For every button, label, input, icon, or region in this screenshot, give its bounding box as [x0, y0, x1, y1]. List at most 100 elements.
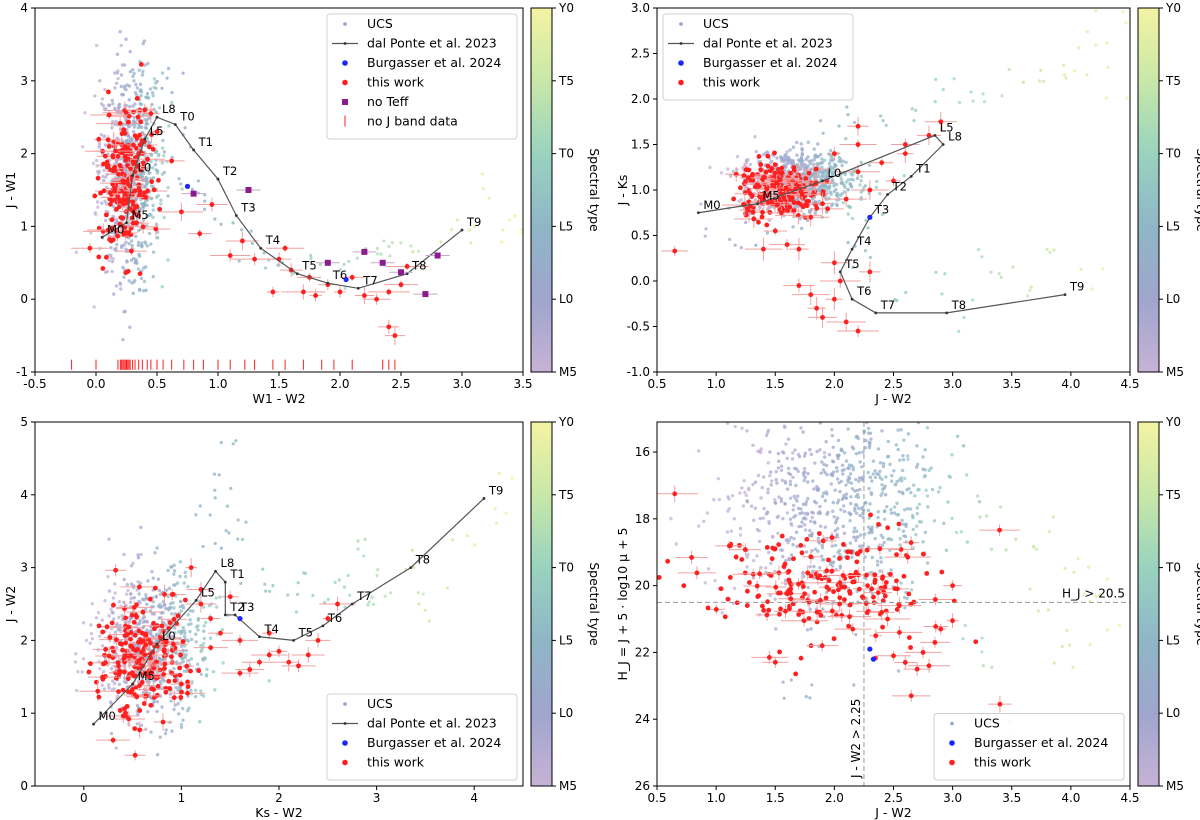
this-work-point — [824, 584, 830, 590]
ucs-point — [789, 521, 793, 526]
ucs-point — [250, 241, 254, 246]
ucs-point — [167, 124, 171, 128]
this-work-point — [140, 224, 146, 230]
ucs-point — [166, 66, 171, 71]
sequence-label: T3 — [874, 202, 889, 216]
this-work-point — [902, 142, 908, 147]
ucs-point — [183, 631, 187, 635]
ucs-point — [961, 444, 966, 448]
colorbar-tick-label: L5 — [1166, 219, 1180, 233]
ucs-point — [774, 470, 778, 474]
this-work-point — [892, 586, 898, 592]
this-work-point — [881, 589, 887, 595]
ucs-point — [163, 731, 168, 736]
ucs-point — [892, 505, 897, 509]
ucs-point — [824, 440, 828, 444]
ucs-point — [1076, 46, 1081, 50]
ucs-point — [191, 609, 195, 613]
ucs-point — [80, 670, 84, 674]
ucs-point — [179, 609, 183, 613]
ucs-point — [172, 626, 177, 630]
this-work-point — [362, 293, 367, 298]
this-work-point — [665, 558, 671, 564]
ucs-point — [194, 513, 198, 517]
this-work-point — [140, 160, 146, 166]
ucs-point — [143, 117, 147, 122]
ucs-point — [154, 195, 159, 199]
ucs-point — [465, 534, 470, 538]
ucs-point — [731, 169, 736, 174]
ucs-point — [134, 257, 138, 262]
ucs-point — [788, 482, 793, 487]
ucs-point — [962, 315, 966, 320]
ucs-point — [818, 152, 823, 157]
y-tick-label: 0.5 — [631, 229, 650, 243]
ucs-point — [201, 605, 206, 609]
ucs-point — [101, 174, 105, 179]
ucs-point — [93, 210, 97, 215]
ucs-point — [208, 513, 212, 517]
this-work-point — [121, 195, 127, 201]
ucs-point — [773, 498, 777, 502]
sequence-node — [258, 635, 261, 639]
ucs-point — [811, 162, 816, 166]
ucs-point — [132, 71, 136, 76]
ucs-point — [769, 561, 773, 566]
ucs-point — [74, 250, 79, 255]
ucs-point — [853, 508, 857, 513]
ucs-point — [803, 523, 807, 527]
colorbar-label: Spectral type — [587, 562, 602, 646]
ucs-point — [938, 485, 942, 490]
this-work-point — [107, 635, 113, 640]
ucs-point — [834, 187, 838, 192]
sequence-label: M5 — [763, 189, 780, 203]
ucs-point — [839, 508, 843, 512]
legend-label: UCS — [703, 16, 729, 31]
no-teff-point — [324, 259, 331, 266]
legend-label: Burgasser et al. 2024 — [367, 735, 501, 750]
ucs-point — [1004, 548, 1008, 552]
ucs-point — [863, 249, 868, 253]
this-work-point — [902, 151, 908, 157]
ucs-point — [831, 416, 834, 419]
ucs-point — [347, 259, 351, 264]
this-work-point — [126, 716, 132, 722]
this-work-point — [837, 555, 842, 561]
ucs-point — [773, 501, 778, 505]
sequence-node — [233, 613, 237, 617]
ucs-point — [113, 86, 117, 90]
ucs-point — [97, 169, 102, 174]
this-work-point — [823, 595, 829, 601]
ucs-point — [81, 657, 86, 661]
this-work-point — [151, 665, 157, 671]
ucs-point — [1051, 515, 1056, 519]
ucs-point — [720, 611, 724, 615]
this-work-point — [905, 554, 911, 560]
this-work-point — [123, 270, 129, 276]
ucs-point — [129, 596, 133, 601]
this-work-point — [855, 142, 861, 147]
this-work-point — [128, 690, 134, 696]
this-work-point — [840, 573, 846, 578]
sequence-node — [460, 228, 464, 232]
ucs-point — [917, 487, 921, 492]
ucs-point — [98, 79, 102, 83]
this-work-point — [816, 531, 822, 536]
this-work-point — [894, 552, 899, 558]
this-work-point — [800, 584, 806, 589]
ucs-point — [375, 574, 379, 578]
ucs-point — [808, 210, 812, 214]
ucs-point — [125, 249, 129, 254]
this-work-point — [179, 209, 184, 215]
this-work-point — [169, 654, 174, 660]
ucs-point — [780, 478, 785, 483]
this-work-point — [177, 665, 183, 671]
ucs-point — [156, 577, 161, 581]
this-work-point — [788, 170, 793, 176]
this-work-point — [109, 217, 115, 223]
colorbar-bar — [530, 421, 553, 787]
ucs-point — [803, 470, 807, 474]
ucs-point — [127, 84, 132, 88]
this-work-point — [818, 598, 823, 603]
